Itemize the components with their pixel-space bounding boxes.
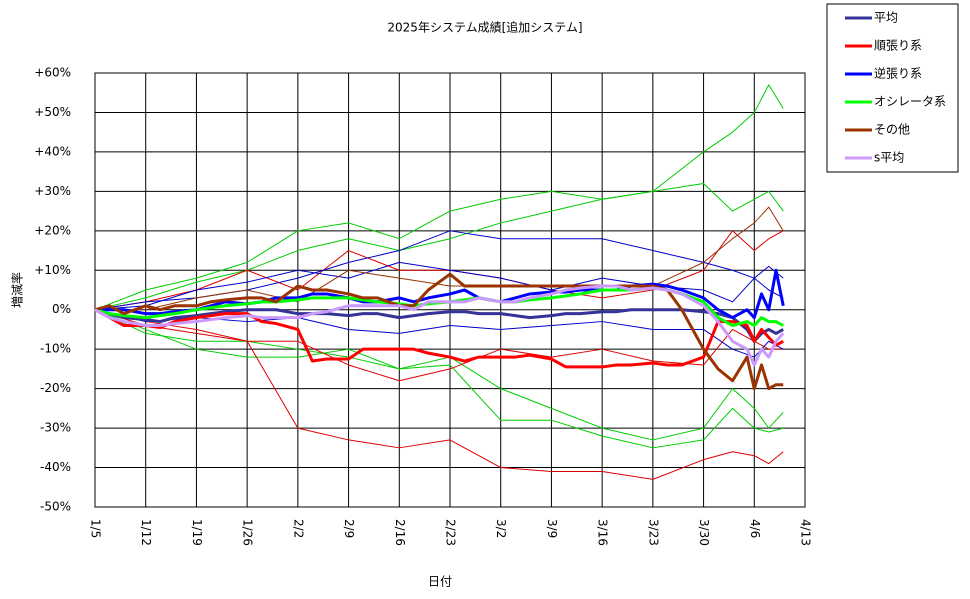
y-tick-label: +20% xyxy=(34,223,71,237)
y-tick-label: +60% xyxy=(34,66,71,80)
y-axis-label: 増減率 xyxy=(10,272,25,308)
series-line xyxy=(94,182,784,311)
series-line xyxy=(94,308,784,343)
series-line xyxy=(94,308,784,369)
x-tick-label: 3/2 xyxy=(494,519,508,538)
x-tick-label: 3/9 xyxy=(545,519,559,538)
x-tick-label: 1/26 xyxy=(241,519,255,546)
series-line xyxy=(94,309,784,480)
x-tick-label: 2/2 xyxy=(291,519,305,538)
series-line xyxy=(94,309,784,449)
chart-title: 2025年システム成績[追加システム] xyxy=(387,20,582,35)
x-axis-label: 日付 xyxy=(428,575,452,589)
series-line xyxy=(94,84,784,311)
legend-label: 逆張り系 xyxy=(874,66,922,81)
y-tick-label: +50% xyxy=(34,105,71,119)
x-tick-label: 3/16 xyxy=(596,519,610,546)
y-tick-label: +10% xyxy=(34,263,71,277)
x-tick-label: 1/12 xyxy=(139,519,153,546)
legend-label: その他 xyxy=(874,123,910,137)
plot-border xyxy=(94,72,806,508)
series-line xyxy=(94,309,784,358)
y-tick-label: 0% xyxy=(52,302,71,316)
x-tick-label: 1/5 xyxy=(89,519,103,538)
y-tick-label: +40% xyxy=(34,144,71,158)
x-tick-label: 4/13 xyxy=(799,519,813,546)
legend-label: 順張り系 xyxy=(874,39,922,53)
y-tick-label: -10% xyxy=(40,342,71,356)
legend-label: オシレータ系 xyxy=(874,95,946,109)
series-line xyxy=(94,272,784,391)
y-tick-label: -30% xyxy=(40,421,71,435)
x-tick-label: 1/19 xyxy=(190,519,204,546)
y-tick-label: -50% xyxy=(40,500,71,514)
y-tick-label: +30% xyxy=(34,184,71,198)
x-tick-label: 3/23 xyxy=(646,519,660,546)
legend-label: 平均 xyxy=(874,11,898,25)
legend-label: s平均 xyxy=(874,151,904,165)
series-line xyxy=(94,261,784,311)
series-line xyxy=(94,284,785,367)
series-line xyxy=(94,309,784,382)
series-line xyxy=(95,268,785,320)
x-tick-label: 2/16 xyxy=(393,519,407,546)
series-line xyxy=(94,286,784,328)
series-line xyxy=(94,309,784,441)
x-tick-label: 4/6 xyxy=(748,519,762,538)
legend-box xyxy=(826,3,959,173)
y-tick-label: -40% xyxy=(40,460,71,474)
x-tick-label: 3/30 xyxy=(697,519,711,546)
x-tick-label: 2/9 xyxy=(342,519,356,538)
y-tick-label: -20% xyxy=(40,381,71,395)
x-tick-label: 2/23 xyxy=(444,519,458,546)
